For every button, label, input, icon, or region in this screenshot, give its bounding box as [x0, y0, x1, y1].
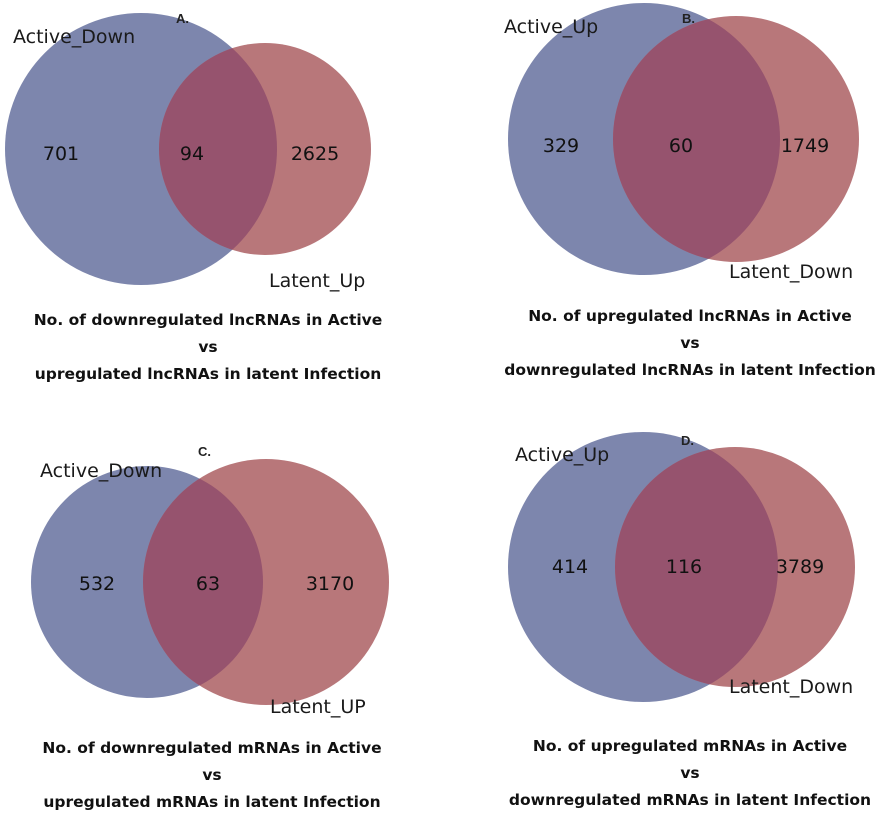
panel-letter: C.: [198, 444, 211, 459]
right-only-count: 3170: [306, 573, 354, 595]
left-set-label: Active_Up: [504, 16, 598, 38]
overlap-region: [159, 43, 277, 255]
venn-panel-a: A. Active_Down Latent_Up 701 94 2625: [5, 11, 371, 292]
caption-line: No. of upregulated mRNAs in Active: [532, 737, 848, 755]
caption-line: vs: [202, 766, 222, 784]
venn-panel-d: D. Active_Up Latent_Down 414 116 3789: [508, 432, 855, 702]
left-only-count: 414: [552, 556, 588, 578]
caption-line: No. of upregulated lncRNAs in Active: [528, 307, 852, 325]
right-set-label: Latent_Down: [729, 261, 853, 283]
right-set-label: Latent_Up: [269, 270, 365, 292]
caption-line: vs: [198, 338, 218, 356]
right-only-count: 1749: [781, 135, 829, 157]
overlap-count: 116: [666, 556, 702, 578]
right-only-count: 2625: [291, 143, 339, 165]
left-set-label: Active_Up: [515, 444, 609, 466]
overlap-count: 94: [180, 143, 204, 165]
left-only-count: 532: [79, 573, 115, 595]
panel-letter: A.: [176, 11, 189, 26]
caption-panel-d: No. of upregulated mRNAs in Active vs do…: [470, 733, 877, 814]
caption-line: vs: [680, 334, 700, 352]
caption-line: upregulated mRNAs in latent Infection: [43, 793, 381, 811]
venn-panel-b: B. Active_Up Latent_Down 329 60 1749: [504, 3, 859, 283]
right-set-label: Latent_Down: [729, 676, 853, 698]
caption-panel-a: No. of downregulated lncRNAs in Active v…: [0, 307, 428, 388]
caption-panel-b: No. of upregulated lncRNAs in Active vs …: [470, 303, 877, 384]
overlap-count: 63: [196, 573, 220, 595]
left-set-label: Active_Down: [13, 26, 135, 48]
overlap-region: [615, 447, 778, 687]
caption-line: downregulated lncRNAs in latent Infectio…: [504, 361, 876, 379]
caption-panel-c: No. of downregulated mRNAs in Active vs …: [0, 735, 432, 816]
overlap-count: 60: [669, 135, 693, 157]
panel-letter: B.: [682, 11, 695, 26]
left-only-count: 701: [43, 143, 79, 165]
right-set-label: Latent_UP: [270, 696, 366, 718]
left-set-label: Active_Down: [40, 460, 162, 482]
panel-letter: D.: [681, 433, 694, 448]
caption-line: downregulated mRNAs in latent Infection: [508, 791, 872, 809]
right-only-count: 3789: [776, 556, 824, 578]
caption-line: upregulated lncRNAs in latent Infection: [34, 365, 382, 383]
caption-line: vs: [680, 764, 700, 782]
caption-line: No. of downregulated mRNAs in Active: [42, 739, 382, 757]
venn-panel-c: C. Active_Down Latent_UP 532 63 3170: [31, 444, 389, 718]
left-only-count: 329: [543, 135, 579, 157]
caption-line: No. of downregulated lncRNAs in Active: [33, 311, 383, 329]
overlap-region: [143, 466, 263, 698]
overlap-region: [613, 16, 780, 262]
